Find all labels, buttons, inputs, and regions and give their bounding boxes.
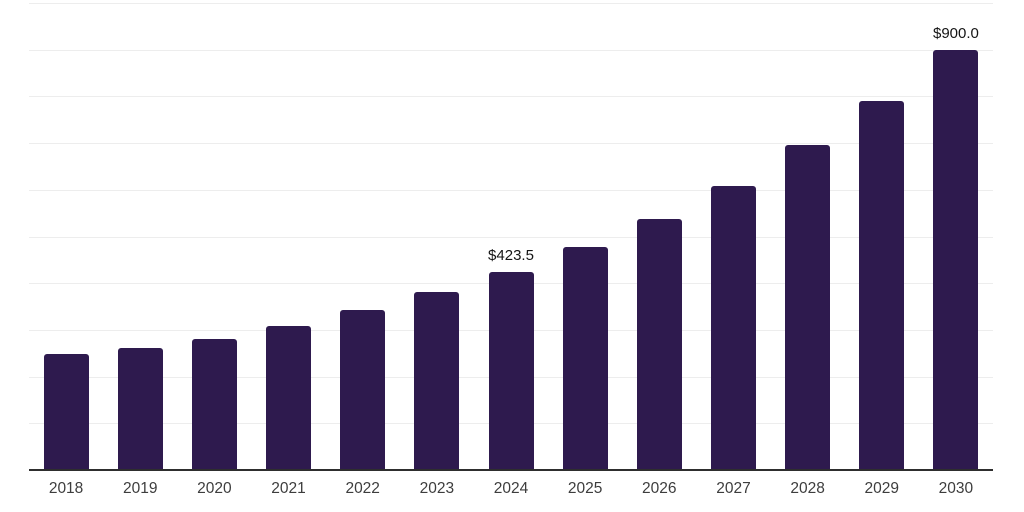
bar-2023 (414, 292, 460, 470)
gridline-900 (29, 49, 993, 51)
x-label-2019: 2019 (122, 480, 158, 497)
gridline-1000 (29, 3, 993, 4)
bar-2022 (340, 309, 386, 470)
x-label-2030: 2030 (938, 480, 974, 497)
gridline-600 (29, 189, 993, 191)
x-label-2020: 2020 (197, 480, 232, 497)
x-axis-line (29, 469, 993, 471)
bar-2019 (117, 347, 163, 470)
bar-2021 (266, 325, 312, 470)
bar-2030 (933, 49, 979, 470)
gridline-800 (29, 96, 993, 98)
bar-2029 (859, 101, 905, 470)
x-label-2022: 2022 (345, 480, 380, 497)
x-label-2023: 2023 (419, 480, 455, 497)
x-label-2025: 2025 (567, 480, 603, 497)
gridline-500 (29, 236, 993, 238)
bar-2028 (785, 145, 831, 470)
gridline-700 (29, 143, 993, 145)
bar-2026 (636, 219, 682, 470)
data-label-2030: $900.0 (932, 24, 979, 42)
x-label-2029: 2029 (864, 480, 900, 497)
bar-2018 (43, 353, 89, 470)
x-label-2028: 2028 (790, 480, 825, 497)
bar-2025 (562, 247, 608, 470)
data-label-2024: $423.5 (488, 247, 534, 265)
bar-2020 (191, 338, 237, 470)
x-label-2027: 2027 (716, 480, 751, 497)
x-label-2021: 2021 (271, 480, 306, 497)
bar-2027 (710, 186, 756, 470)
x-label-2026: 2026 (642, 480, 677, 497)
x-label-2018: 2018 (48, 480, 84, 497)
x-label-2024: 2024 (493, 480, 529, 497)
bar-2024 (488, 272, 534, 470)
